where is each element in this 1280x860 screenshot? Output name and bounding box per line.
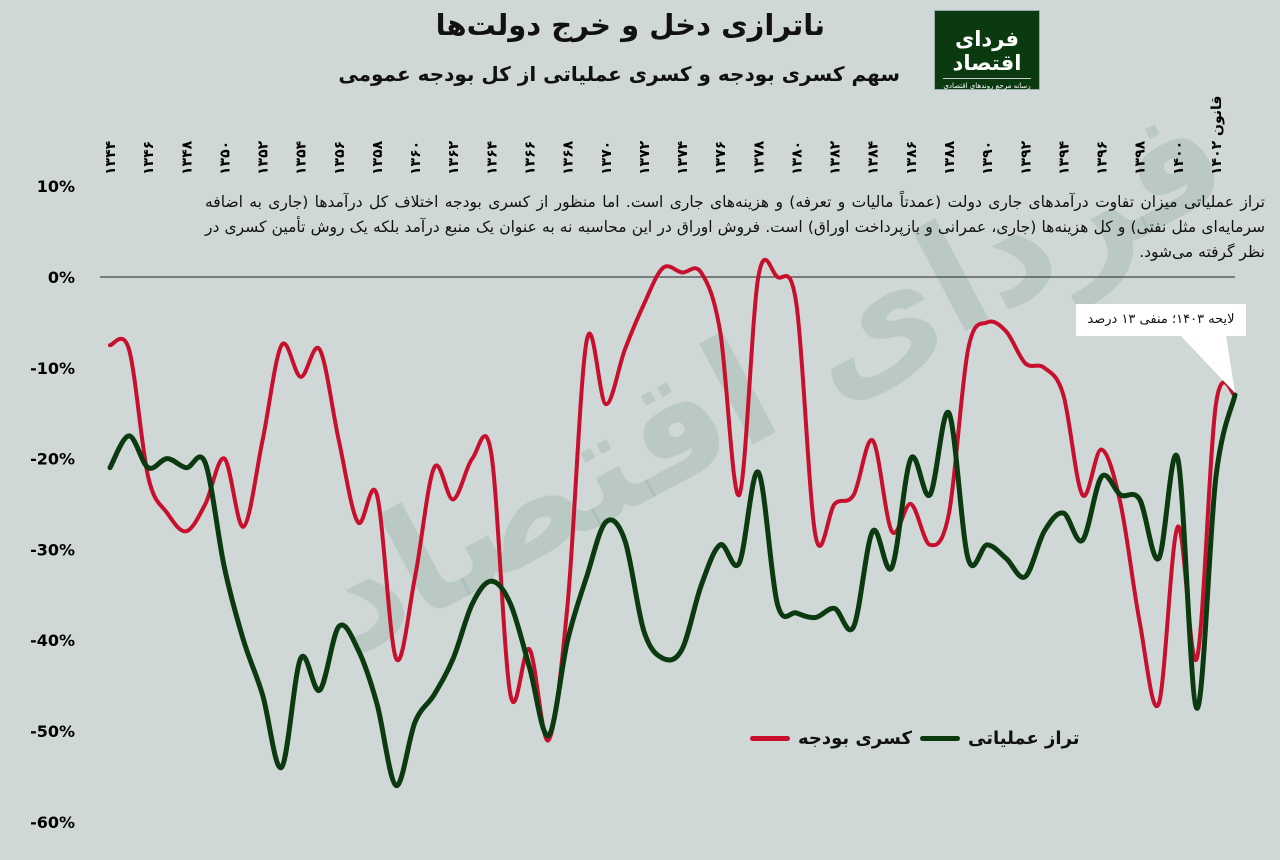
x-tick-label: ۱۳۶۴ (484, 140, 500, 175)
x-tick-label: ۱۳۵۴ (294, 140, 310, 175)
x-tick-label: ۱۳۹۴ (1056, 140, 1072, 175)
x-tick-label: ۱۳۶۲ (446, 140, 462, 175)
x-tick-label: ۱۳۶۸ (561, 140, 577, 175)
x-tick-label: ۱۳۶۰ (408, 141, 424, 175)
legend-label-deficit: کسری بودجه (798, 728, 912, 749)
y-tick-label: -30% (30, 540, 75, 559)
y-tick-label: -10% (30, 359, 75, 378)
x-tick-label: ۱۳۷۲ (637, 140, 653, 175)
x-tick-label: ۱۳۸۴ (866, 140, 882, 175)
x-tick-label: ۱۳۹۶ (1095, 141, 1111, 175)
y-tick-label: -60% (30, 813, 75, 832)
operating-balance-line (107, 392, 1238, 788)
x-tick-label: ۱۳۷۸ (751, 140, 767, 175)
x-tick-label: ۱۳۸۰ (789, 141, 805, 175)
brand-logo: فردای اقتصاد رسانه مرجع روندهای اقتصادی (934, 10, 1040, 90)
x-tick-label: ۱۳۵۰ (217, 141, 233, 175)
x-tick-label: ۱۳۶۶ (522, 141, 538, 175)
x-tick-label: ۱۳۴۶ (141, 141, 157, 175)
callout-annotation: لایحه ۱۴۰۳؛ منفی ۱۳ درصد (1076, 304, 1246, 336)
x-tick-label: ۱۴۰۰ (1171, 141, 1187, 175)
x-tick-label: ۱۳۹۸ (1133, 140, 1149, 175)
y-tick-label: -20% (30, 450, 75, 469)
x-tick-label: ۱۳۴۸ (179, 140, 195, 175)
legend-label-operating: تراز عملیاتی (968, 728, 1080, 749)
y-tick-label: -40% (30, 631, 75, 650)
legend-swatch-deficit (750, 736, 790, 741)
legend-item-operating: تراز عملیاتی (920, 728, 1080, 749)
logo-divider (943, 78, 1031, 79)
x-tick-label: ۱۳۵۲ (256, 140, 272, 175)
callout-pointer (1180, 335, 1235, 394)
legend-item-deficit: کسری بودجه (750, 728, 912, 749)
y-tick-label: 0% (48, 268, 75, 287)
legend-swatch-operating (920, 736, 960, 741)
logo-tagline: رسانه مرجع روندهای اقتصادی (943, 82, 1031, 90)
x-tick-label: ۱۳۷۶ (713, 141, 729, 175)
chart-title: ناترازی دخل و خرج دولت‌ها (435, 8, 825, 42)
x-tick-label: ۱۳۵۸ (370, 140, 386, 175)
x-tick-label: ۱۳۸۲ (828, 140, 844, 175)
x-tick-label: ۱۳۸۶ (904, 141, 920, 175)
x-tick-label: ۱۳۷۰ (599, 141, 615, 175)
x-tick-label: ۱۳۹۲ (1018, 140, 1034, 175)
x-tick-label: ۱۳۹۰ (980, 141, 996, 175)
chart-note: تراز عملیاتی میزان تفاوت درآمدهای جاری د… (205, 193, 1265, 261)
x-tick-label: ۱۳۵۶ (332, 141, 348, 175)
y-tick-label: -50% (30, 722, 75, 741)
x-tick-label: قانون ۱۴۰۲ (1209, 96, 1225, 175)
x-tick-label: ۱۳۸۸ (942, 140, 958, 175)
x-tick-label: ۱۳۴۴ (103, 140, 119, 175)
chart-subtitle: سهم کسری بودجه و کسری عملیاتی از کل بودج… (338, 62, 900, 86)
x-tick-label: ۱۳۷۴ (675, 140, 691, 175)
logo-name: فردای اقتصاد (952, 27, 1022, 75)
y-tick-label: 10% (37, 177, 75, 196)
deficit-line (108, 257, 1237, 743)
